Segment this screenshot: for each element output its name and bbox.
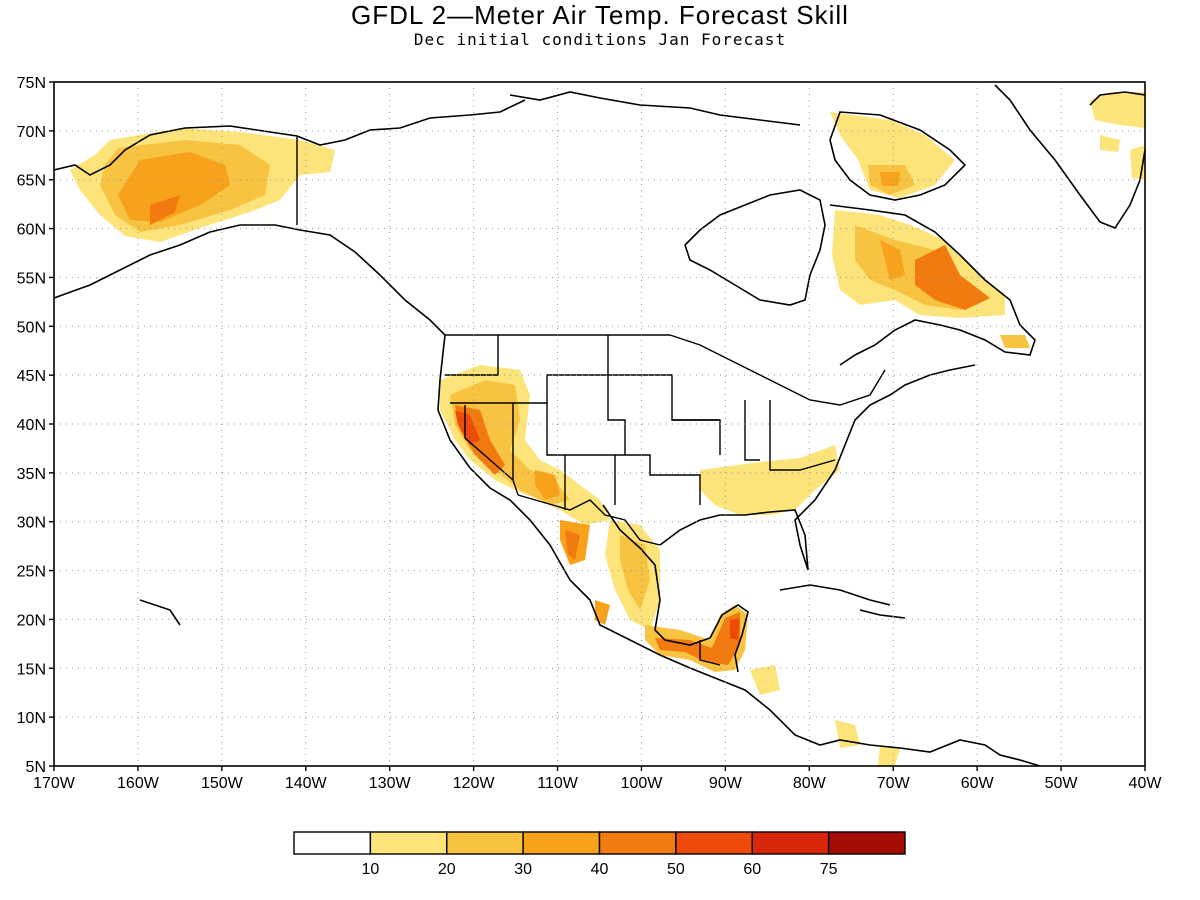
colorbar-level-label: 30 xyxy=(514,861,532,878)
political-borders xyxy=(296,136,886,666)
lon-tick-label: 130W xyxy=(369,775,412,792)
skill-shading xyxy=(70,92,1145,766)
colorbar-swatch xyxy=(675,831,753,855)
lon-tick-label: 60W xyxy=(961,775,995,792)
lat-tick-label: 75N xyxy=(17,75,46,92)
map-subtitle: Dec initial conditions Jan Forecast xyxy=(413,30,787,49)
colorbar-swatch xyxy=(446,831,524,855)
lat-tick-label: 30N xyxy=(17,515,46,532)
colorbar-swatch xyxy=(598,831,677,855)
lon-tick-label: 100W xyxy=(621,775,664,792)
skill-colorbar: 10 20 30 40 50 60 75 xyxy=(293,831,906,878)
lat-tick-label: 40N xyxy=(17,417,46,434)
graticule xyxy=(54,82,1145,766)
colorbar-swatch xyxy=(751,831,830,855)
lon-tick-label: 80W xyxy=(793,775,827,792)
lon-tick-label: 140W xyxy=(285,775,328,792)
lon-tick-label: 40W xyxy=(1129,775,1163,792)
lat-tick-label: 55N xyxy=(17,270,46,287)
map-title: GFDL 2—Meter Air Temp. Forecast Skill xyxy=(351,0,849,30)
colorbar-swatch xyxy=(369,831,448,855)
lon-tick-label: 50W xyxy=(1045,775,1079,792)
lat-tick-label: 50N xyxy=(17,319,46,336)
lat-tick-label: 10N xyxy=(17,710,46,727)
axis-tick-labels: 75N 70N 65N 60N 55N 50N 45N 40N 35N 30N 25N 20N 15N 1… xyxy=(17,75,1163,792)
skill-region-greenland-east xyxy=(1090,92,1145,180)
skill-region-mexico xyxy=(595,520,660,630)
lat-tick-label: 15N xyxy=(17,661,46,678)
lon-tick-label: 120W xyxy=(453,775,496,792)
lon-tick-label: 160W xyxy=(117,775,160,792)
axis-ticks xyxy=(49,81,1146,771)
lat-tick-label: 70N xyxy=(17,124,46,141)
lon-tick-label: 90W xyxy=(709,775,743,792)
colorbar-swatch xyxy=(827,831,906,855)
lon-tick-label: 170W xyxy=(33,775,76,792)
skill-region-southeast-us xyxy=(700,445,840,515)
lat-tick-label: 45N xyxy=(17,368,46,385)
colorbar-level-label: 75 xyxy=(820,861,838,878)
colorbar-level-label: 50 xyxy=(667,861,685,878)
colorbar-level-label: 10 xyxy=(361,861,379,878)
colorbar-level-label: 60 xyxy=(743,861,761,878)
colorbar-swatch xyxy=(293,831,372,855)
map-frame xyxy=(53,81,1146,767)
lat-tick-label: 20N xyxy=(17,612,46,629)
skill-region-southwest-us xyxy=(440,365,610,565)
colorbar-level-label: 40 xyxy=(591,861,609,878)
skill-region-alaska xyxy=(70,128,335,242)
lat-tick-label: 35N xyxy=(17,466,46,483)
skill-region-labrador xyxy=(832,210,1030,348)
lat-tick-label: 25N xyxy=(17,564,46,581)
lon-tick-label: 70W xyxy=(877,775,911,792)
skill-region-baffin xyxy=(830,112,955,198)
skill-region-central-america xyxy=(645,605,900,766)
colorbar-swatch xyxy=(522,831,601,855)
lon-tick-label: 150W xyxy=(201,775,244,792)
lat-tick-label: 5N xyxy=(26,759,46,776)
lon-tick-label: 110W xyxy=(537,775,579,792)
lat-tick-label: 65N xyxy=(17,173,46,190)
colorbar-level-label: 20 xyxy=(438,861,456,878)
lat-tick-label: 60N xyxy=(17,222,46,239)
coastlines xyxy=(54,84,1145,766)
